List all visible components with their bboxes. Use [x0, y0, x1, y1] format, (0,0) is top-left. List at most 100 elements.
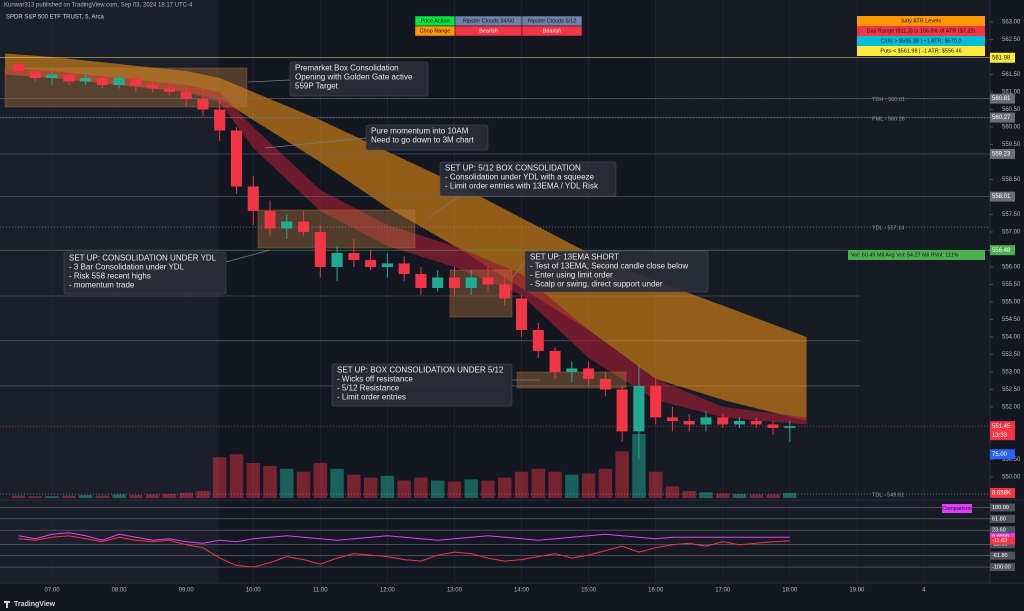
annotation-text: - Limit order entries [337, 393, 406, 402]
consolidation-box [257, 209, 416, 249]
annotation-text: - 3 Bar Consolidation under YDL [69, 263, 185, 272]
annotation-text: 559P Target [295, 82, 339, 91]
annotation-text: SET UP: 5/12 BOX CONSOLIDATION [445, 164, 581, 173]
candle-body [549, 350, 561, 372]
volume-bar [11, 495, 26, 498]
candle-body [147, 85, 159, 89]
volume-bar [565, 474, 579, 498]
candle-body [281, 221, 293, 229]
candle-body [12, 64, 25, 72]
annotation-box [439, 161, 617, 197]
volume-bar [615, 451, 629, 498]
candle-body [448, 277, 460, 288]
brand-logo [4, 601, 10, 608]
callout-line [225, 249, 271, 263]
volume-bar [280, 468, 294, 498]
atr-cell-text: Saty ATR Levels [901, 18, 941, 24]
candle-body [46, 74, 58, 79]
status-cell [521, 25, 583, 37]
oscillator-line [18, 532, 790, 544]
oscillator-line [18, 535, 790, 568]
atr-cell-text: Calls > $565.38 | +1 ATR: $570.0 [881, 38, 962, 44]
volume-bar [62, 495, 76, 498]
annotation-text: Opening with Golden Gate active [295, 73, 413, 82]
status-cell-text: Ripster Clouds 34/50 [463, 18, 514, 24]
volume-bar [732, 493, 747, 498]
y-tick-label: 556.00 [1002, 265, 1021, 271]
volume-bar [179, 492, 193, 498]
volume-bar [45, 496, 59, 498]
volume-bar [162, 493, 177, 498]
level-label: TDL - 549.51 [872, 493, 904, 499]
candle-body [180, 92, 192, 100]
y-tick-label: 562.50 [1002, 37, 1021, 43]
callout-line [247, 79, 291, 83]
consolidation-box [4, 67, 248, 108]
candle-body [733, 420, 746, 425]
candle-body [717, 417, 729, 425]
volume-bar [296, 471, 311, 498]
annotation-box [365, 124, 489, 151]
volume-bar [581, 473, 596, 498]
candle-body [398, 263, 410, 274]
volume-bar [548, 471, 562, 498]
candle-body [264, 210, 276, 229]
volume-bar [699, 492, 713, 498]
volume-bar [246, 463, 260, 498]
candle-body [197, 99, 209, 110]
candle-body [650, 385, 662, 418]
y-tick-label: 557.00 [1002, 230, 1021, 236]
y-tick-label: 553.00 [1002, 370, 1021, 376]
price-tag-label: 561.98 [992, 55, 1011, 61]
annotation-text: - Limit order entries with 13EMA / YDL R… [445, 182, 599, 191]
volume-bar [464, 479, 478, 498]
x-tick-label: 4 [922, 588, 926, 594]
candle-body [130, 78, 142, 86]
price-tag-label: 560.81 [992, 96, 1011, 102]
candle-body [381, 263, 393, 267]
y-tick-label: 554.50 [1002, 317, 1021, 323]
volume-bar [632, 433, 646, 498]
candle-body [432, 277, 444, 288]
candle-body [331, 252, 343, 267]
osc-tick-bg [990, 514, 1015, 523]
status-cell-text: Bearish [543, 28, 562, 34]
candle-body [599, 378, 611, 390]
x-tick-label: 17:00 [715, 588, 731, 594]
x-tick-label: 07:00 [45, 588, 61, 594]
y-tick-label: 561.50 [1002, 72, 1021, 78]
volume-bar [648, 471, 663, 498]
annotation-text: - momentum trade [69, 281, 135, 290]
atr-cell-text: Day Range ($11.3) is 156.5% of ATR ($7.2… [867, 28, 976, 34]
volume-bar [263, 465, 277, 498]
annotation-box [524, 250, 709, 293]
cloud-band [5, 67, 807, 425]
x-tick-label: 09:00 [179, 588, 195, 594]
osc-tag [990, 536, 1015, 545]
volume-bar [112, 494, 126, 498]
volume-bar [213, 457, 227, 498]
price-tag-label: 558.01 [992, 194, 1011, 200]
status-cell-text: Chop Range [420, 28, 451, 34]
candle-body [465, 277, 477, 288]
x-tick-label: 08:00 [112, 588, 128, 594]
candle-body [482, 277, 494, 285]
price-tag-label: 556.48 [992, 248, 1011, 254]
osc-tick-bg [990, 526, 1015, 535]
annotation-box [331, 363, 513, 407]
atr-table: Saty ATR Levels Day Range ($11.3) is 156.… [857, 16, 985, 56]
annotation-text: - Wicks off resistance [337, 375, 413, 384]
x-tick-label: 12:00 [380, 588, 396, 594]
price-tag-label: 559.23 [992, 152, 1011, 158]
comparison-label: Comparison [942, 506, 972, 512]
cloud-band [5, 53, 807, 421]
osc-tick-label: 23.60 [992, 528, 1006, 534]
volume-bar [783, 492, 797, 498]
annotation-text: Need to go down to 3M chart [371, 136, 475, 145]
volume-bar [397, 480, 411, 498]
volume-bar [28, 496, 42, 498]
status-cell-text: Ripster Clouds 5/12 [528, 18, 576, 24]
candle-body [298, 221, 310, 232]
countdown-label: 13:33 [992, 433, 1008, 439]
volume-bar [145, 494, 160, 498]
